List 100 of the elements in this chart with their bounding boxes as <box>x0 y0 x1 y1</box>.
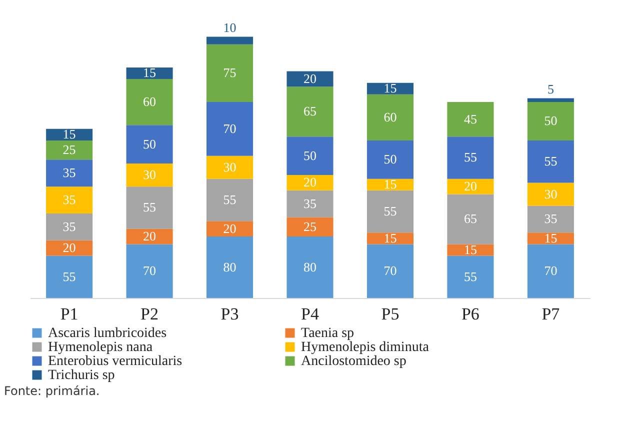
data-label: 35 <box>62 192 76 208</box>
bar <box>286 136 334 176</box>
bar <box>366 140 414 179</box>
data-label: 70 <box>143 263 156 278</box>
source-note: Fonte: primária. <box>4 384 101 398</box>
x-tick-label: P4 <box>301 304 320 324</box>
bar <box>447 102 494 137</box>
data-label: 60 <box>143 94 156 110</box>
bar <box>206 156 254 179</box>
bar <box>366 94 414 140</box>
data-label: 75 <box>223 65 236 80</box>
data-label: 30 <box>223 159 236 174</box>
data-label: 55 <box>464 150 477 165</box>
bar <box>206 44 254 102</box>
bar <box>206 236 254 298</box>
legend-label: Taenia sp <box>301 326 354 341</box>
data-label: 20 <box>304 70 316 86</box>
data-label: 15 <box>384 230 397 246</box>
bar <box>46 160 93 187</box>
data-label: 15 <box>62 126 76 142</box>
bar <box>46 256 93 298</box>
bar <box>126 164 173 187</box>
data-label: 20 <box>304 174 316 190</box>
data-label: 35 <box>62 218 76 234</box>
data-label: 55 <box>223 192 236 208</box>
bar <box>286 175 334 190</box>
bar <box>286 71 334 87</box>
data-label: 80 <box>304 259 316 274</box>
bar <box>286 190 334 218</box>
bar <box>126 244 173 298</box>
legend-label: Ancilostomideo sp <box>301 354 406 369</box>
bar <box>46 140 93 160</box>
data-label: 50 <box>384 152 397 167</box>
data-label: 55 <box>544 154 558 169</box>
bar <box>46 213 93 240</box>
data-label: 20 <box>223 220 236 236</box>
bar <box>447 178 494 194</box>
bar <box>46 186 93 214</box>
x-tick-label: P2 <box>140 304 159 324</box>
bar <box>126 228 173 244</box>
x-tick-label: P5 <box>381 304 400 324</box>
data-label: 25 <box>304 218 316 234</box>
data-label: 55 <box>384 204 397 219</box>
bar <box>527 98 574 102</box>
data-label: 70 <box>544 263 558 278</box>
data-label: 15 <box>384 176 397 192</box>
bar <box>46 240 93 256</box>
data-label: 15 <box>544 230 558 246</box>
data-label: 5 <box>547 81 554 96</box>
bar <box>206 102 254 156</box>
bar <box>366 190 414 233</box>
bar <box>447 194 494 244</box>
x-tick-label: P3 <box>220 304 239 324</box>
data-label: 80 <box>223 259 236 274</box>
data-label: 50 <box>544 113 558 128</box>
bar <box>527 206 574 233</box>
data-label: 15 <box>384 80 397 96</box>
bar <box>447 244 494 256</box>
data-label: 55 <box>143 200 156 215</box>
bar <box>206 221 254 237</box>
data-label: 70 <box>384 263 397 278</box>
bar <box>126 186 173 229</box>
data-label: 45 <box>464 111 477 126</box>
data-label: 70 <box>223 120 236 136</box>
bar <box>527 244 574 298</box>
bar <box>366 178 414 190</box>
x-tick-label: P7 <box>542 304 560 324</box>
bar <box>286 86 334 137</box>
bar <box>206 178 254 222</box>
x-tick-label: P1 <box>60 304 78 324</box>
data-label: 15 <box>464 242 477 257</box>
bar <box>126 78 173 126</box>
bar <box>527 140 574 183</box>
data-label: 30 <box>544 186 558 202</box>
data-label: 55 <box>62 268 76 284</box>
bar <box>206 36 254 44</box>
bar <box>447 136 494 179</box>
bar <box>366 244 414 298</box>
data-label: 35 <box>304 196 316 211</box>
data-label: 55 <box>464 268 477 284</box>
data-label: 20 <box>464 178 477 194</box>
data-label: 35 <box>62 165 76 180</box>
bar <box>46 128 93 140</box>
bar <box>527 182 574 206</box>
legend-label: Enterobius vermicularis <box>48 354 182 369</box>
bar <box>126 125 173 164</box>
data-label: 15 <box>143 65 156 80</box>
bar <box>527 232 574 244</box>
data-label: 65 <box>464 211 477 226</box>
data-label: 25 <box>62 142 76 158</box>
data-label: 50 <box>304 148 316 163</box>
data-label: 60 <box>384 109 397 124</box>
legend-label: Trichuris sp <box>48 368 115 383</box>
legend-label: Hymenolepis diminuta <box>301 340 430 355</box>
bar <box>366 82 414 94</box>
bar <box>286 236 334 298</box>
data-label: 65 <box>304 104 316 119</box>
bar <box>126 67 173 79</box>
data-label: 35 <box>544 211 558 226</box>
bar <box>366 232 414 244</box>
